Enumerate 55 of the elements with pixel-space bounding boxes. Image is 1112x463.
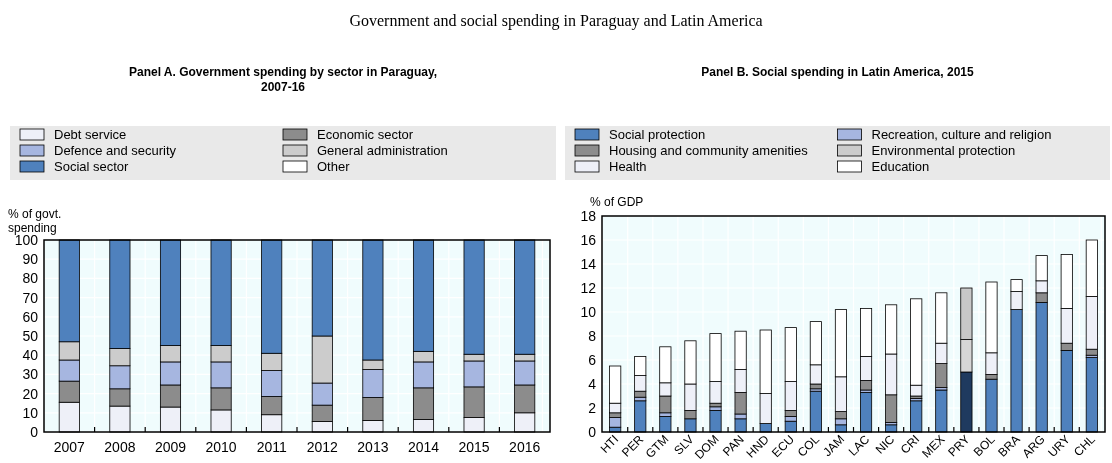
y-tick-label: 90 [22,251,39,268]
x-tick-label: 2011 [256,439,287,455]
y-tick-label: 20 [22,385,39,402]
x-tick-label: 2009 [154,439,187,455]
legend-label: Education [871,159,930,174]
y-axis-title: % of GDP [590,195,644,209]
x-tick-label: 2014 [407,439,440,455]
y-tick-label: 18 [580,208,597,224]
y-tick-label: 16 [580,232,597,248]
legend-label: Debt service [54,127,127,142]
y-tick-label: 60 [22,308,39,325]
y-tick-label: 2 [588,400,597,416]
x-tick-label: 2012 [306,439,339,455]
chart-subtitle: Panel A. Government spending by sector in Paraguay, 2007-16 [128,65,438,94]
x-tick-label: NIC [872,431,898,457]
y-tick-label: 80 [22,270,39,287]
y-tick-label: 40 [22,347,39,364]
x-tick-label: 2015 [458,439,490,455]
y-tick-label: 0 [30,424,39,440]
y-tick-label: 10 [580,304,597,320]
x-tick-label: CRI [897,432,923,457]
y-tick-label: 0 [588,424,597,440]
x-tick-label: 2008 [104,439,136,455]
y-tick-label: 10 [22,404,39,421]
legend-label: Economic sector [317,127,414,142]
y-tick-label: 8 [588,328,597,344]
legend-label: Other [317,159,351,174]
y-tick-label: 14 [580,256,597,272]
x-tick-label: CHL [1071,432,1099,460]
x-tick-label: BOL [970,431,998,460]
legend-label: General administration [317,143,448,158]
x-tick-label: 2013 [357,439,389,455]
y-tick-label: 12 [580,280,597,296]
y-tick-label: 30 [22,366,39,383]
legend-label: Defence and security [54,143,177,158]
legend-label: Housing and community amenities [609,143,809,158]
y-tick-label: 70 [22,289,39,306]
y-tick-label: 4 [588,376,597,392]
x-tick-label: COL [794,432,823,460]
legend-label: Health [609,159,647,174]
x-tick-label: 2010 [205,439,237,455]
chart-title: Government and social spending in Paraguay and Latin America [349,12,763,30]
legend-label: Social protection [609,127,706,142]
y-tick-label: 6 [588,352,597,368]
bar [609,417,622,428]
x-tick-label: 2007 [53,439,86,455]
legend-label: Recreation, culture and religion [871,127,1052,142]
y-axis-title: % of govt. spending [8,207,62,235]
y-tick-label: 50 [22,328,39,344]
chart-subtitle: Panel B. Social spending in Latin America, 2015 [701,65,974,79]
x-tick-label: 2016 [509,439,541,455]
y-tick-label: 100 [14,232,39,248]
x-tick-label: HTI [597,432,622,456]
legend-label: Environmental protection [871,143,1016,158]
legend-label: Social sector [54,159,130,174]
